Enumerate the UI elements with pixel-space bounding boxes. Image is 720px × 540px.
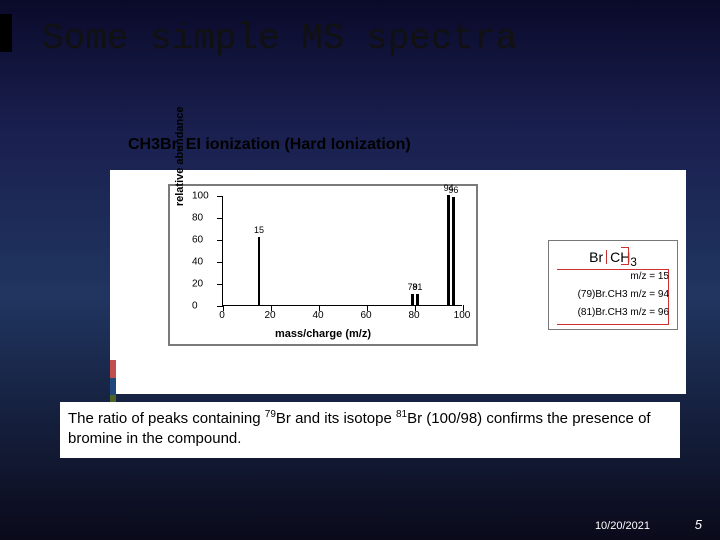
y-tick-label: 40 [192, 257, 281, 268]
caption-pre: The ratio of peaks containing [68, 410, 265, 427]
peak-label: 15 [254, 225, 264, 235]
caption-mid1: Br and its isotope [276, 410, 396, 427]
x-tick-label: 40 [312, 310, 323, 321]
y-tick-label: 100 [192, 191, 281, 202]
spectrum-peak [416, 294, 419, 305]
formula-left: Br [589, 249, 603, 265]
x-tick-label: 80 [408, 310, 419, 321]
content-panel: relative abundance 1579819496 mass/charg… [110, 170, 686, 394]
y-axis-label: relative abundance [174, 107, 186, 207]
molecule-formula: BrCH3 [549, 249, 677, 269]
x-axis-label: mass/charge (m/z) [170, 328, 476, 340]
spectrum-peak [258, 237, 261, 305]
x-tick-label: 0 [219, 310, 225, 321]
slide-subtitle: CH3Br, EI ionization (Hard Ionization) [128, 136, 411, 154]
mz-94: (79)Br.CH3 m/z = 94 [578, 289, 669, 300]
caption: The ratio of peaks containing 79Br and i… [60, 402, 680, 458]
slide-title: Some simple MS spectra [42, 18, 720, 59]
spectrum-peak [411, 294, 414, 305]
footer-date: 10/20/2021 [595, 520, 650, 532]
ms-spectrum-chart: relative abundance 1579819496 mass/charg… [168, 184, 478, 346]
x-tick-label: 20 [264, 310, 275, 321]
y-tick-label: 60 [192, 235, 281, 246]
mz-96: (81)Br.CH3 m/z = 96 [578, 307, 669, 318]
x-tick-label: 100 [454, 310, 471, 321]
footer-page: 5 [695, 517, 702, 532]
peak-label: 96 [448, 185, 458, 195]
formula-sub: 3 [630, 256, 636, 269]
caption-sup2: 81 [396, 409, 407, 420]
y-tick-label: 20 [192, 279, 281, 290]
strip-segment [110, 360, 116, 378]
bracket-ch3 [621, 247, 629, 265]
spectrum-peak [452, 197, 455, 305]
x-tick-label: 60 [360, 310, 371, 321]
mz-15: m/z = 15 [630, 271, 669, 282]
peak-label: 81 [412, 282, 422, 292]
molecule-box: BrCH3 m/z = 15 (79)Br.CH3 m/z = 94 (81)B… [548, 240, 678, 330]
spectrum-peak [447, 195, 450, 305]
title-bar: Some simple MS spectra [0, 18, 720, 59]
strip-segment [110, 378, 116, 396]
y-tick-label: 80 [192, 213, 281, 224]
caption-sup1: 79 [265, 409, 276, 420]
